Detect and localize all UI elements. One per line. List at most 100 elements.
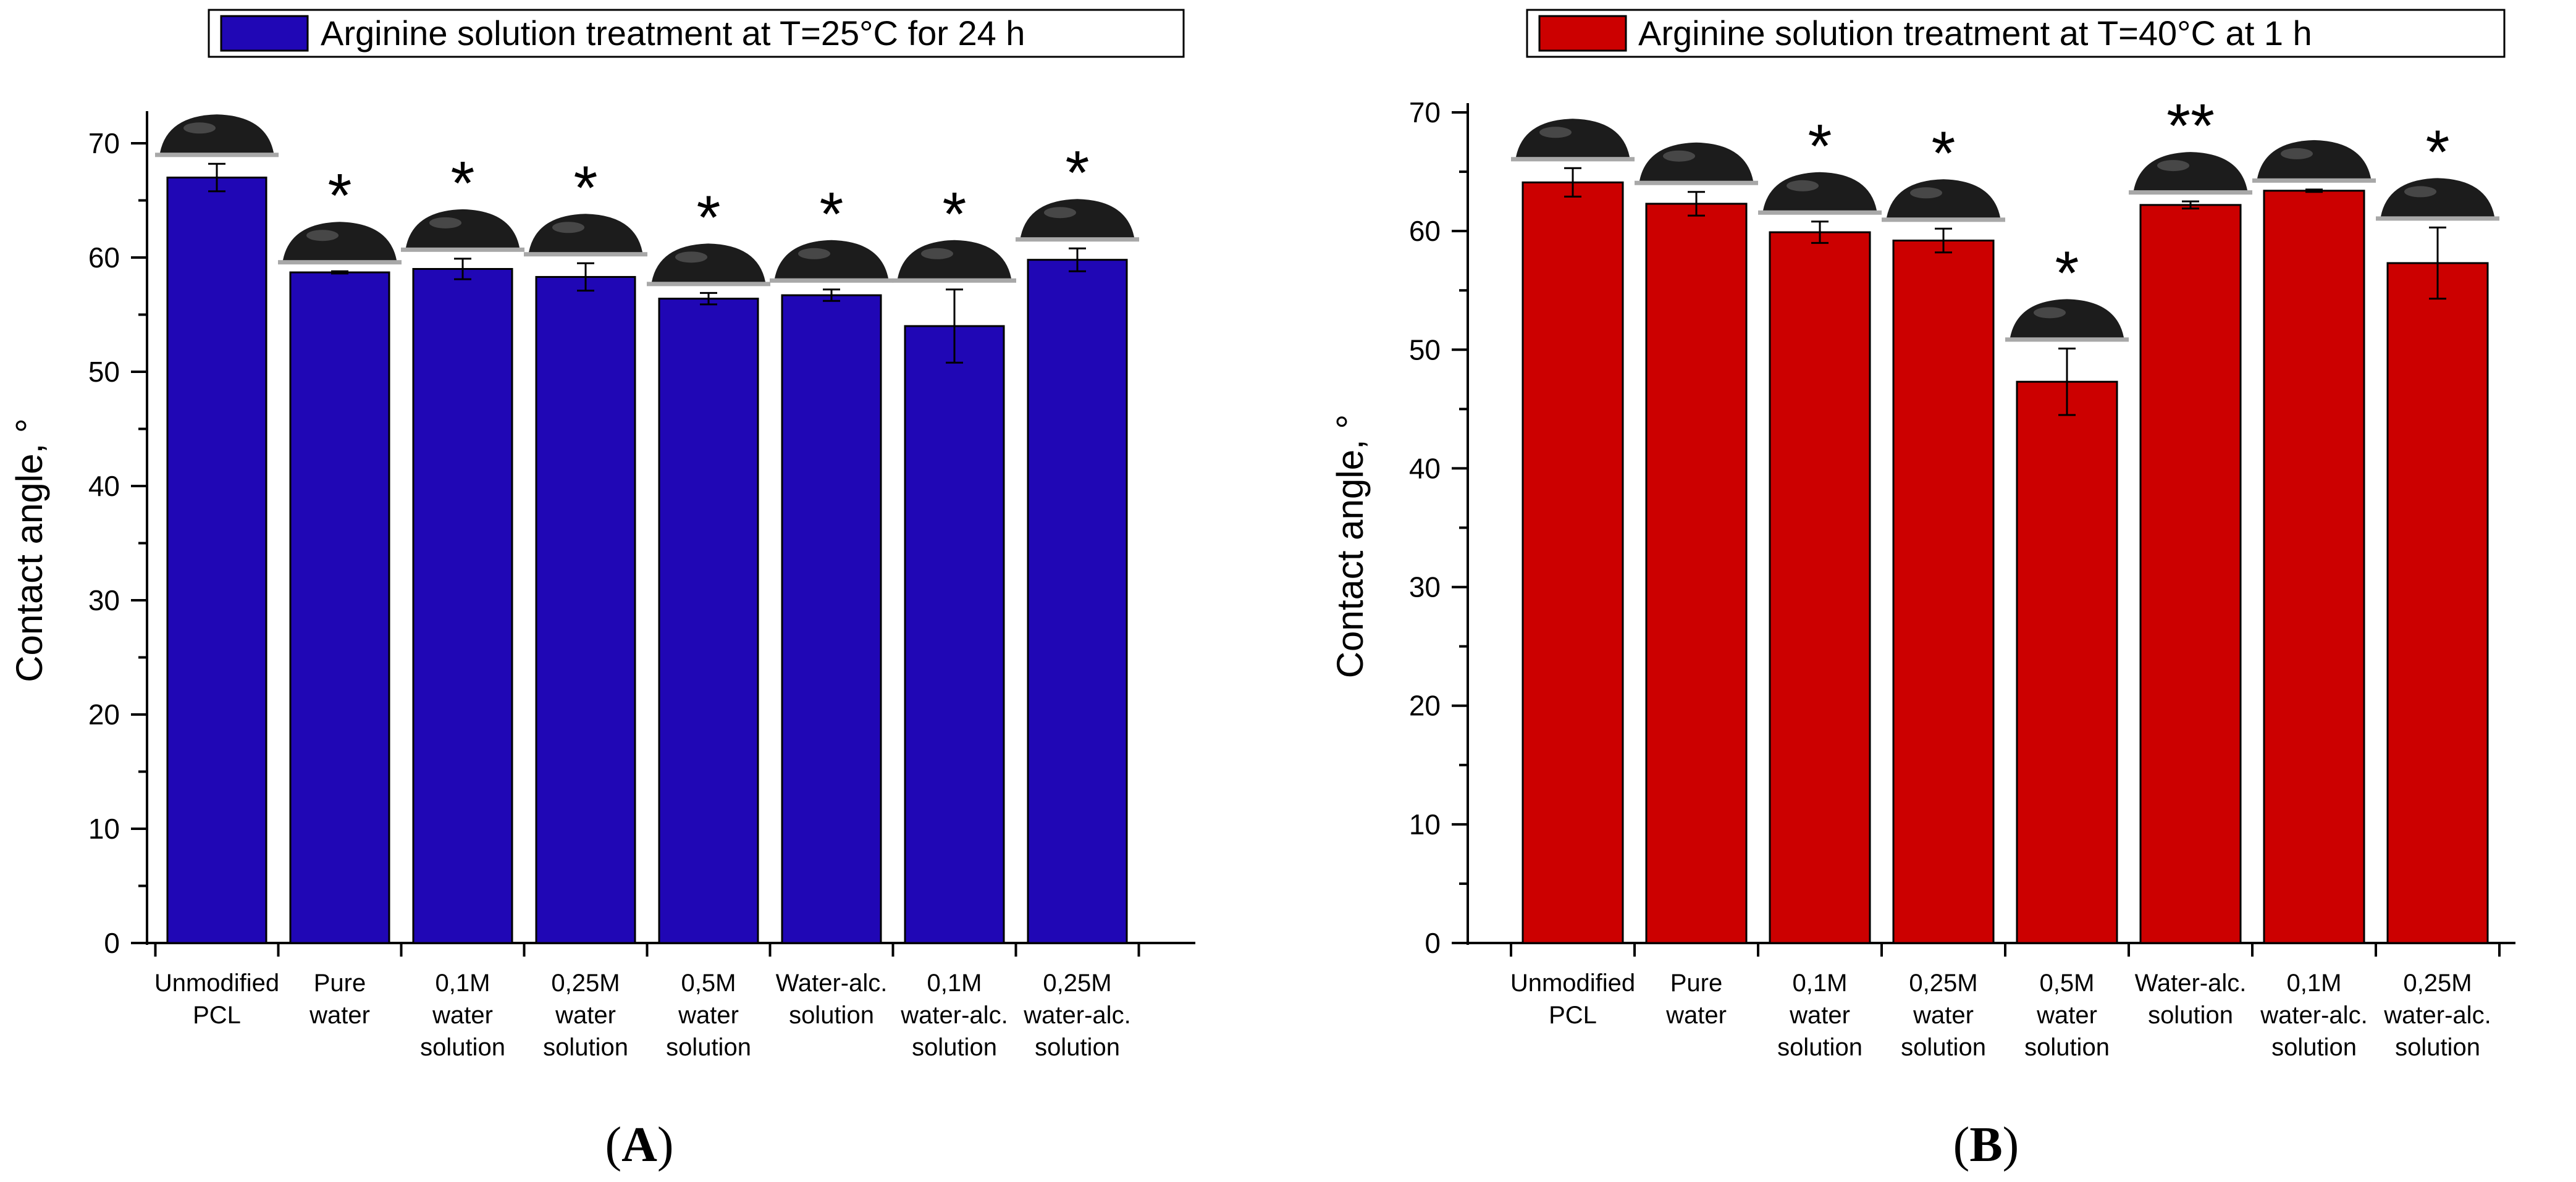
x-tick-label: solution <box>2395 1034 2480 1061</box>
droplet-shape <box>529 214 642 253</box>
droplet-image <box>2005 299 2129 342</box>
bar <box>1645 203 1748 944</box>
significance-marker: * <box>451 149 475 218</box>
droplet-highlight <box>2281 148 2313 159</box>
significance-marker: * <box>820 180 844 249</box>
significance-marker: * <box>1808 112 1832 181</box>
droplet-image <box>770 240 893 283</box>
droplet-shape <box>1763 172 1877 211</box>
droplet-image <box>1758 172 1882 215</box>
bar <box>1769 231 1871 944</box>
x-tick-label: PCL <box>1549 1002 1597 1029</box>
y-tick-label: 70 <box>1409 96 1441 128</box>
legend-label: Arginine solution treatment at T=25°C fo… <box>321 14 1025 52</box>
droplet-image <box>1882 179 2005 222</box>
droplet-substrate <box>1511 157 1635 162</box>
droplet-shape <box>2257 140 2371 178</box>
x-tick-label: 0,25M <box>551 970 620 997</box>
legend-box <box>208 9 1185 58</box>
legend-box <box>1526 9 2506 58</box>
droplet-shape <box>406 209 520 248</box>
bar <box>2263 190 2365 944</box>
droplet-image <box>278 222 402 265</box>
droplet-substrate <box>1882 217 2005 222</box>
significance-marker: ** <box>2166 91 2215 161</box>
droplet-substrate <box>278 260 402 265</box>
x-tick-label: solution <box>543 1034 628 1061</box>
significance-marker: * <box>2055 238 2079 308</box>
significance-marker: * <box>574 153 598 222</box>
droplet-highlight <box>429 217 461 228</box>
bar <box>1522 181 1624 944</box>
x-tick-label: solution <box>789 1002 874 1029</box>
droplet-image <box>401 209 524 252</box>
significance-marker: * <box>2426 117 2450 187</box>
bar <box>412 268 513 944</box>
droplet-shape <box>2381 178 2494 217</box>
droplet-shape <box>160 114 274 153</box>
droplet-image <box>1635 142 1758 185</box>
y-tick-label: 20 <box>88 698 120 731</box>
droplet-substrate <box>770 278 893 283</box>
droplet-substrate <box>401 247 524 252</box>
legend-swatch <box>1538 15 1627 52</box>
panel-letter: A <box>621 1118 657 1172</box>
x-tick-label: water-alc. <box>2260 1002 2367 1029</box>
bar <box>2139 204 2242 944</box>
droplet-image <box>647 243 770 287</box>
droplet-highlight <box>675 251 707 263</box>
chart-panel-a: Arginine solution treatment at T=25°C fo… <box>9 9 1195 1172</box>
x-tick-label: 0,1M <box>927 970 982 997</box>
droplet-substrate <box>524 252 647 257</box>
droplet-highlight <box>552 222 584 233</box>
droplet-highlight <box>1663 150 1695 162</box>
x-tick-label: 0,1M <box>2287 970 2342 997</box>
x-tick-label: 0,5M <box>681 970 736 997</box>
droplet-image <box>2129 152 2252 195</box>
droplet-highlight <box>1539 127 1572 138</box>
droplet-image <box>2252 140 2376 183</box>
y-tick-label: 60 <box>1409 215 1441 247</box>
droplet-highlight <box>798 248 830 259</box>
droplet-substrate <box>2252 178 2376 183</box>
bar <box>1027 259 1128 944</box>
droplet-shape <box>2134 152 2247 191</box>
y-tick-label: 20 <box>1409 690 1441 722</box>
droplet-shape <box>775 240 888 279</box>
droplet-substrate <box>2005 337 2129 342</box>
x-tick-label: Unmodified <box>1510 970 1635 997</box>
x-tick-label: water-alc. <box>900 1002 1008 1029</box>
bar <box>658 298 759 944</box>
x-tick-label: solution <box>2271 1034 2357 1061</box>
droplet-highlight <box>183 122 216 134</box>
bar <box>166 177 267 944</box>
droplet-shape <box>1021 199 1134 238</box>
x-tick-label: solution <box>420 1034 505 1061</box>
x-tick-label: water-alc. <box>2383 1002 2491 1029</box>
panel-label: (A) <box>605 1118 673 1172</box>
droplet-shape <box>1887 179 2000 218</box>
significance-marker: * <box>1932 119 1956 188</box>
y-tick-label: 30 <box>88 584 120 616</box>
significance-marker: * <box>943 180 967 249</box>
x-tick-label: solution <box>2148 1002 2233 1029</box>
bar <box>904 325 1005 944</box>
droplet-highlight <box>2034 307 2066 319</box>
x-tick-label: solution <box>1777 1034 1863 1061</box>
y-tick-label: 0 <box>104 927 120 959</box>
x-tick-label: water <box>678 1002 739 1029</box>
droplet-image <box>524 214 647 257</box>
droplet-substrate <box>647 282 770 287</box>
droplet-substrate <box>893 278 1016 283</box>
x-tick-label: 0,25M <box>1043 970 1111 997</box>
panel-letter: B <box>1969 1118 2002 1172</box>
droplet-substrate <box>155 153 279 157</box>
droplet-highlight <box>1910 187 1942 199</box>
x-tick-label: water <box>1789 1002 1850 1029</box>
x-tick-label: solution <box>912 1034 997 1061</box>
panel-label: (B) <box>1953 1118 2019 1172</box>
droplet-highlight <box>2404 186 2436 198</box>
x-tick-label: solution <box>1035 1034 1120 1061</box>
bar <box>2016 380 2118 944</box>
